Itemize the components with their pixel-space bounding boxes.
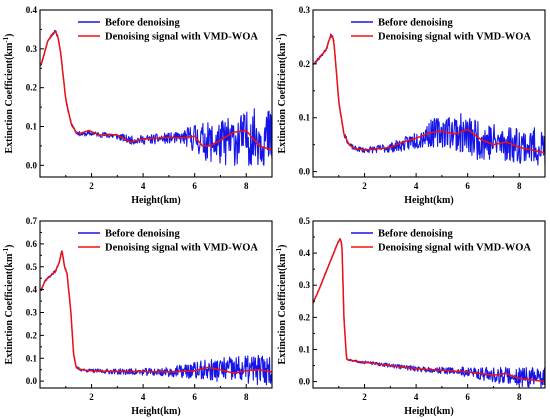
x-tick-label: 2 [362, 392, 367, 402]
x-tick-label: 2 [89, 392, 94, 402]
plot-frame [312, 9, 546, 178]
y-tick-label: 0.0 [299, 167, 311, 177]
legend-label: Denoising signal with VMD-WOA [378, 243, 531, 254]
chart-panel-1: 2 4 6 8 0.0 0.1 0.2 0.3 0.4 Height(km) Extinction … [2, 5, 273, 206]
legend-label: Before denoising [105, 18, 181, 29]
plot-frame [39, 220, 273, 389]
chart-panel-2: 2 4 6 8 0.0 0.1 0.2 0.3 Height(km) Extinction Coe… [275, 5, 546, 206]
plot-frame [39, 9, 273, 178]
y-tick-label: 0.7 [26, 216, 38, 226]
y-tick-label: 0.6 [26, 239, 38, 249]
y-tick-label: 0.1 [26, 122, 38, 132]
y-tick-label: 0.1 [26, 353, 38, 363]
x-axis-label: Height(km) [131, 195, 180, 206]
y-tick-label: 0.3 [299, 5, 311, 15]
y-tick-label: 0.0 [26, 160, 38, 170]
y-tick-label: 0.1 [299, 344, 311, 354]
y-tick-label: 0.3 [26, 308, 38, 318]
legend-label: Denoising signal with VMD-WOA [105, 243, 258, 254]
before-denoising-line [312, 33, 546, 166]
legend-label: Before denoising [378, 229, 454, 240]
y-tick-label: 0.0 [26, 376, 38, 386]
y-tick-label: 0.2 [26, 330, 38, 340]
denoised-signal-line [313, 34, 546, 154]
x-tick-label: 4 [141, 181, 146, 191]
x-tick-label: 8 [517, 392, 522, 402]
x-axis-label: Height(km) [404, 406, 453, 417]
x-tick-label: 6 [192, 392, 197, 402]
before-denoising-line [312, 238, 546, 388]
y-tick-label: 0.4 [26, 5, 38, 15]
denoised-signal-line [40, 250, 273, 374]
y-tick-label: 0.3 [26, 44, 38, 54]
x-tick-label: 4 [141, 392, 146, 402]
chart-panel-4: 2 4 6 8 0.0 0.1 0.2 0.3 0.4 0.5 Height(km) Extincti… [275, 216, 546, 417]
x-tick-label: 6 [465, 392, 470, 402]
y-axis-label: Extinction Coefficient(km-1) [275, 244, 288, 364]
x-tick-label: 8 [244, 181, 249, 191]
y-tick-label: 0.2 [299, 59, 311, 69]
y-axis-label: Extinction Coefficient(km-1) [2, 244, 15, 364]
x-tick-label: 4 [414, 181, 419, 191]
y-axis-label: Extinction Coefficient(km-1) [2, 33, 15, 153]
legend-label: Before denoising [105, 229, 181, 240]
y-tick-label: 0.5 [299, 216, 311, 226]
x-tick-label: 4 [414, 392, 419, 402]
x-tick-label: 6 [192, 181, 197, 191]
y-tick-label: 0.3 [299, 280, 311, 290]
y-tick-label: 0.2 [26, 83, 38, 93]
denoised-signal-line [312, 237, 546, 383]
y-tick-label: 0.0 [299, 377, 311, 387]
denoised-signal-line [40, 30, 273, 151]
legend-label: Denoising signal with VMD-WOA [378, 32, 531, 43]
x-tick-label: 6 [465, 181, 470, 191]
x-tick-label: 2 [89, 181, 94, 191]
before-denoising-line [39, 29, 273, 166]
y-axis-label: Extinction Coefficient(km-1) [275, 33, 288, 153]
y-tick-label: 0.2 [299, 312, 311, 322]
x-axis-label: Height(km) [404, 195, 453, 206]
x-tick-label: 8 [517, 181, 522, 191]
before-denoising-line [39, 250, 273, 386]
y-tick-label: 0.4 [299, 248, 311, 258]
x-tick-label: 2 [362, 181, 367, 191]
plot-frame [312, 220, 546, 389]
y-tick-label: 0.5 [26, 262, 38, 272]
x-axis-label: Height(km) [131, 406, 180, 417]
x-tick-label: 8 [244, 392, 249, 402]
y-tick-label: 0.1 [299, 113, 311, 123]
y-tick-label: 0.4 [26, 285, 38, 295]
chart-panel-3: 2 4 6 8 0.0 0.1 0.2 0.3 0.4 0.5 0.6 0.7 Height(km) Ex… [2, 216, 273, 417]
legend-label: Before denoising [378, 18, 454, 29]
legend-label: Denoising signal with VMD-WOA [105, 32, 258, 43]
